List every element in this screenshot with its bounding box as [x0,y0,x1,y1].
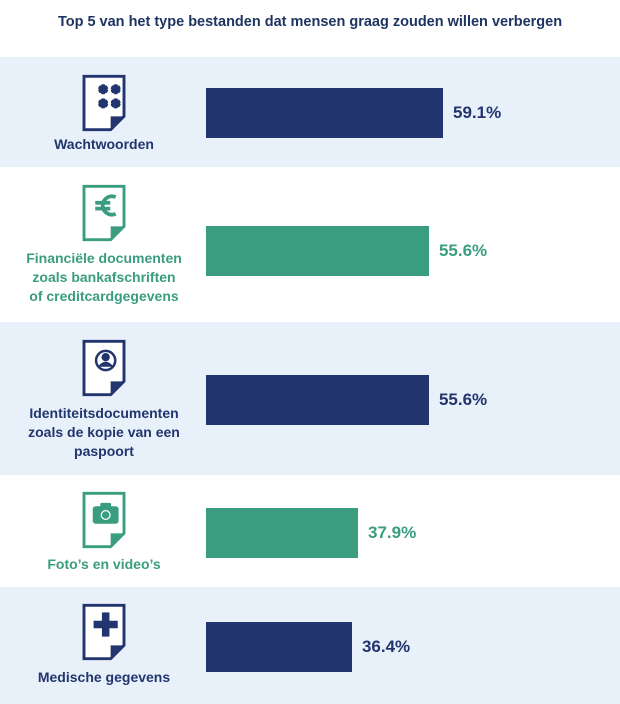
category-label: Wachtwoorden [0,135,208,154]
row-icon [79,601,129,663]
category-label: Financiële documenten zoals bankafschrift… [0,249,208,306]
category-label-line: of creditcardgegevens [29,288,179,304]
category-label: Medische gegevens [0,668,208,687]
id-document-icon [82,339,126,397]
row-icon [79,489,129,551]
category-label-line: Foto’s en video’s [47,556,161,572]
category-label-line: Identiteitsdocumenten [29,405,179,421]
data-label: 59.1% [453,103,502,122]
row-icon [79,337,129,399]
bar [206,622,352,672]
row-icon [79,72,129,134]
category-label-line: Medische gegevens [37,669,171,685]
row-icon [79,182,129,244]
euro-document-icon [82,184,126,242]
bar [206,88,443,138]
category-label-line: Financiële documenten [26,250,182,266]
category-label-line: paspoort [74,443,134,459]
category-label: Foto’s en video’s [0,555,208,574]
chart-row: Identiteitsdocumenten zoals de kopie van … [0,322,620,475]
chart-row: Medische gegevens 36.4% [0,587,620,704]
chart-row: Wachtwoorden 59.1% [0,57,620,167]
camera-document-icon [82,491,126,549]
category-label-line: zoals de kopie van een [28,424,180,440]
chart-row: Foto’s en video’s 37.9% [0,475,620,587]
category-label-line: Wachtwoorden [54,136,154,152]
chart-title: Top 5 van het type bestanden dat mensen … [57,14,563,30]
bar [206,226,429,276]
data-label: 36.4% [361,637,411,656]
category-label: Identiteitsdocumenten zoals de kopie van … [0,404,208,461]
bar [206,375,429,425]
category-label-line: zoals bankafschriften [32,269,176,285]
bar [206,508,358,558]
asterisks-document-icon [82,74,126,132]
data-label: 55.6% [438,241,488,260]
data-label: 55.6% [438,390,488,409]
chart-row: Financiële documenten zoals bankafschrift… [0,167,620,322]
medical-document-icon [82,603,126,661]
data-label: 37.9% [367,523,417,542]
